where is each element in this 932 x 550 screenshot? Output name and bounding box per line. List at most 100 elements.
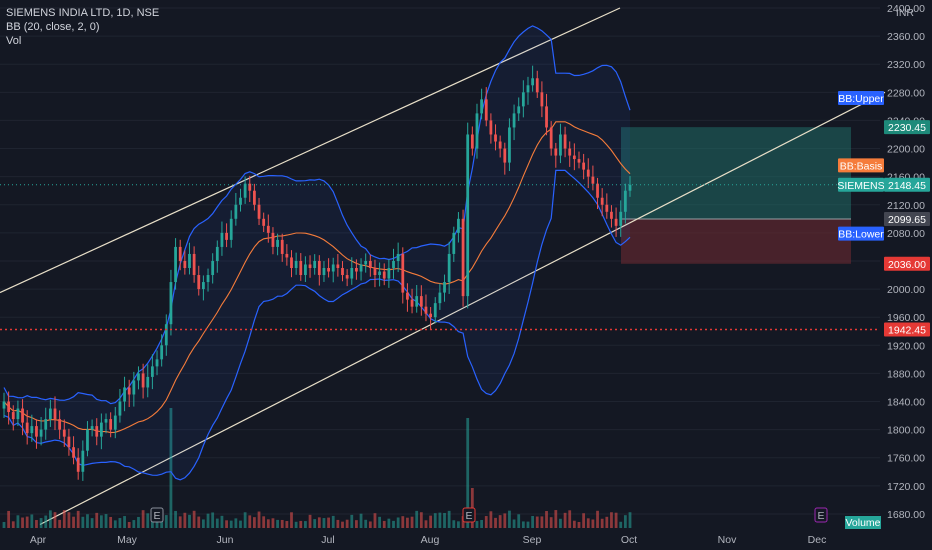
volume-bar — [81, 516, 85, 528]
volume-bar — [322, 518, 326, 528]
candle — [489, 120, 493, 135]
candle — [596, 183, 599, 198]
candle — [72, 447, 75, 458]
price-tag-label: BB:Upper — [838, 93, 884, 105]
band-lower — [3, 169, 631, 481]
price-tag-label: SIEMENS — [837, 180, 884, 192]
candle — [67, 436, 71, 448]
volume-bar — [447, 510, 451, 528]
volume-bar — [183, 512, 187, 528]
volume-title: Vol — [6, 35, 22, 47]
candle — [137, 373, 140, 381]
volume-bar — [526, 521, 530, 528]
candle — [396, 253, 400, 261]
candle — [345, 275, 349, 279]
volume-tag-bg — [845, 516, 881, 529]
candle — [355, 268, 358, 272]
volume-bar — [285, 521, 289, 528]
volume-bar — [559, 518, 562, 528]
volume-bar — [276, 519, 279, 528]
currency-label: INR — [896, 7, 915, 19]
candle — [164, 324, 168, 346]
y-tick-label: 2000.00 — [887, 284, 925, 296]
candle — [582, 162, 586, 170]
volume-bar — [605, 516, 609, 528]
candle — [503, 148, 507, 163]
x-tick-label: Jul — [321, 534, 334, 546]
y-tick-label: 1720.00 — [887, 481, 925, 493]
candle — [368, 260, 372, 268]
volume-bar — [21, 517, 24, 528]
volume-bar — [498, 515, 502, 528]
volume-bar — [355, 520, 358, 528]
volume-bar — [62, 510, 66, 528]
volume-bar — [188, 514, 191, 528]
event-marker-label: E — [817, 510, 824, 522]
volume-bar — [512, 519, 516, 528]
candle — [215, 246, 219, 261]
x-tick-label: May — [117, 534, 138, 546]
volume-bar — [406, 517, 409, 528]
volume-bar — [206, 513, 210, 528]
candle — [475, 113, 479, 149]
x-tick-label: Sep — [523, 534, 542, 546]
candle — [197, 275, 201, 290]
x-tick-label: Aug — [421, 534, 440, 546]
volume-bar — [174, 510, 177, 528]
volume-bar — [239, 520, 242, 528]
event-marker — [462, 507, 476, 523]
volume-bar — [582, 513, 586, 528]
candle — [535, 78, 539, 93]
band-fill — [4, 25, 630, 480]
candle — [160, 345, 164, 360]
candle — [276, 239, 279, 247]
candle — [109, 419, 113, 430]
candle — [58, 419, 62, 430]
price-tag-label: 2148.45 — [888, 180, 926, 192]
volume-bar — [35, 520, 38, 528]
candle — [392, 260, 395, 268]
channel-lower — [39, 91, 886, 526]
time-axis: Apr May Jun Jul Aug Sep Oct Nov Dec — [30, 534, 827, 546]
x-tick-label: Nov — [718, 534, 737, 546]
y-tick-label: 1760.00 — [887, 453, 925, 465]
volume-bar — [596, 510, 599, 528]
y-tick-label: 1880.00 — [887, 368, 925, 380]
candle — [257, 204, 261, 219]
candle — [39, 429, 43, 437]
candle — [382, 271, 386, 279]
volume-bar — [280, 519, 284, 528]
candle — [614, 218, 618, 226]
volume-bar — [614, 512, 618, 528]
candle — [327, 268, 330, 272]
volume-bar — [364, 519, 368, 528]
candle — [419, 296, 423, 307]
volume-bar — [535, 516, 539, 528]
volume-bar — [127, 521, 131, 528]
candle — [401, 253, 405, 293]
candle — [21, 408, 24, 423]
volume-bar — [484, 516, 488, 528]
volume-bar — [368, 521, 372, 528]
candle — [150, 366, 154, 377]
y-tick-label: 1840.00 — [887, 397, 925, 409]
candle — [262, 218, 266, 226]
price-tag-label: BB:Basis — [840, 160, 883, 172]
volume-bar — [67, 512, 71, 528]
candle — [229, 218, 233, 240]
volume-bar — [48, 510, 52, 528]
volume-bar — [545, 511, 548, 528]
y-tick-label: 2120.00 — [887, 200, 925, 212]
indicator-title: BB (20, close, 2, 0) — [6, 21, 100, 33]
volume-bar — [104, 514, 108, 528]
candle — [132, 380, 136, 395]
symbol-title: SIEMENS INDIA LTD, 1D, NSE — [6, 7, 160, 19]
candle — [438, 292, 442, 304]
volume-bar — [591, 519, 595, 528]
candle — [266, 225, 270, 233]
y-tick-label: 2200.00 — [887, 144, 925, 156]
volume-bar — [86, 514, 89, 528]
volume-bar — [586, 518, 590, 528]
price-tag-label: 2230.45 — [888, 122, 926, 134]
